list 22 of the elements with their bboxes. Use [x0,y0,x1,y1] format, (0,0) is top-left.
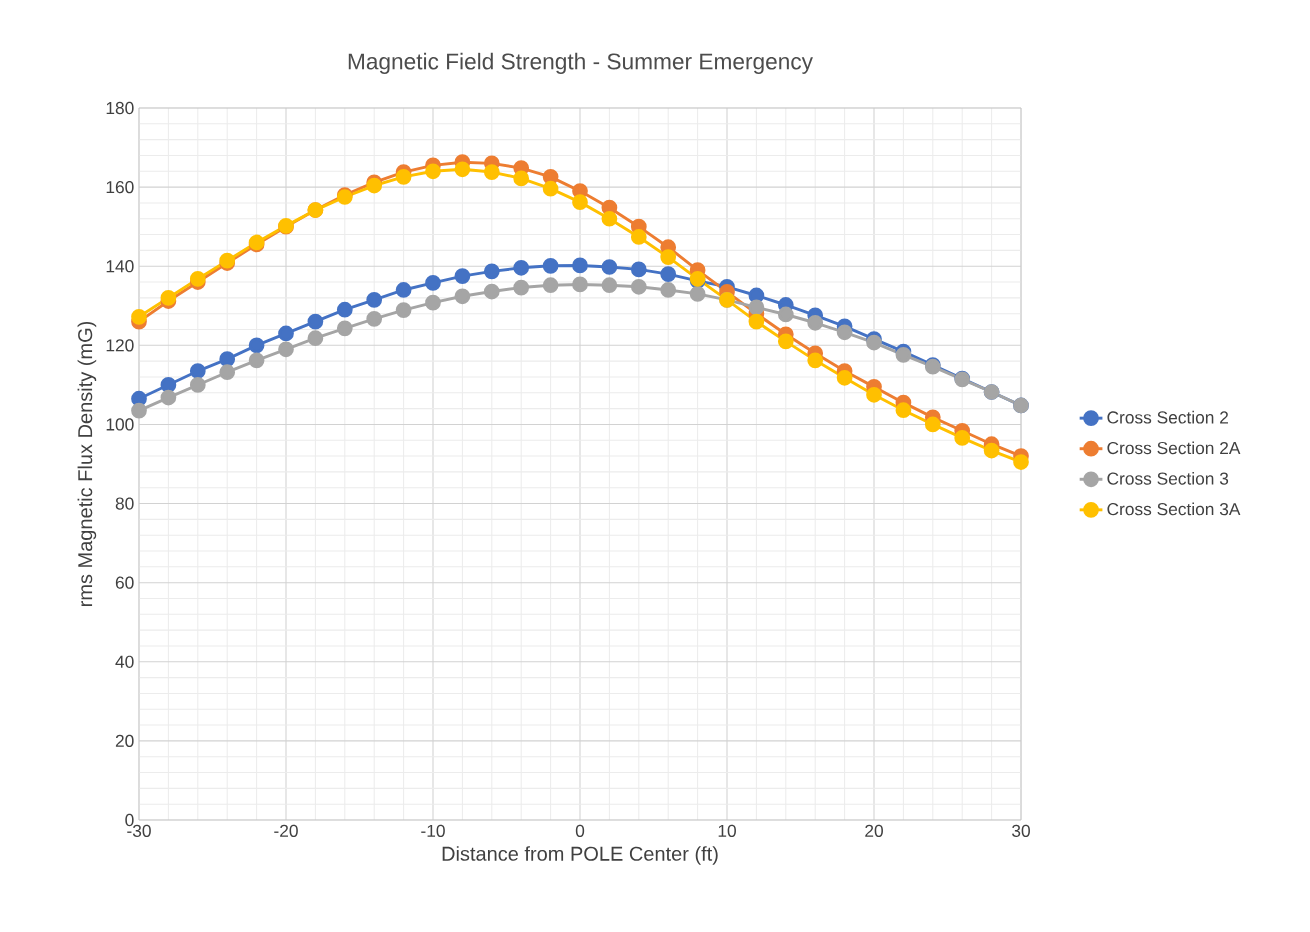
y-tick-label: 80 [115,497,134,510]
legend-label: Cross Section 2A [1107,441,1241,455]
legend-label: Cross Section 3 [1107,471,1229,485]
chart-title: Magnetic Field Strength - Summer Emergency [348,52,813,74]
y-tick-label: 40 [115,655,134,668]
x-tick-label: 0 [575,824,585,837]
y-axis-title: rms Magnetic Flux Density (mG) [77,321,97,607]
legend-label: Cross Section 2 [1107,410,1228,424]
y-tick-label: 160 [106,180,134,194]
x-tick-label: -20 [274,824,298,837]
x-tick-label: 20 [865,824,883,837]
y-tick-label: 60 [115,576,134,589]
x-tick-label: -10 [421,824,445,837]
y-tick-label: 140 [106,260,134,273]
y-tick-label: 120 [106,339,134,352]
y-tick-label: 100 [106,418,134,431]
legend-label: Cross Section 3A [1107,502,1241,516]
y-tick-label: 180 [106,101,134,115]
y-tick-label: 20 [115,734,134,748]
x-tick-label: 30 [1012,824,1030,837]
x-tick-label: 10 [718,824,736,837]
x-axis-title: Distance from POLE Center (ft) [442,846,718,865]
